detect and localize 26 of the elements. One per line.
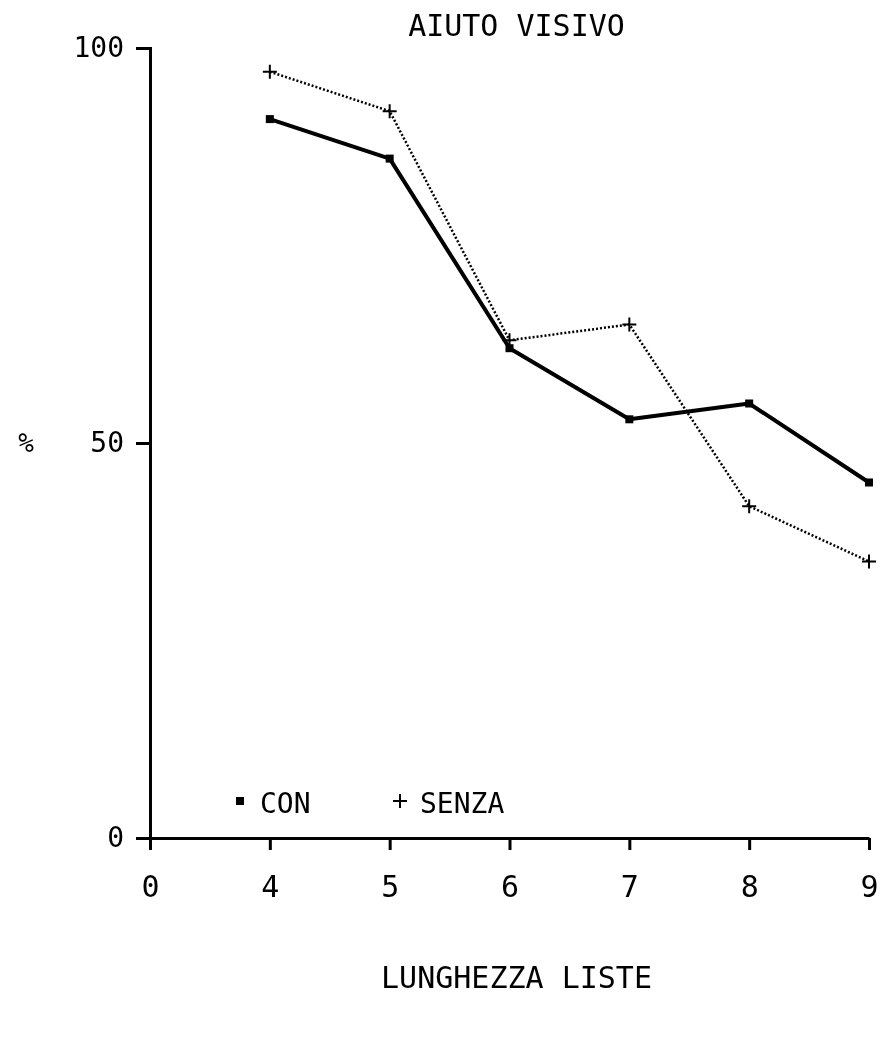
y-axis-title: %: [18, 428, 35, 459]
point: [861, 553, 877, 570]
x-tick-label: 4: [261, 869, 280, 905]
point: [741, 498, 758, 515]
x-tick-label: 6: [500, 869, 520, 905]
point: [385, 154, 394, 163]
x-tick-label: 9: [860, 869, 879, 905]
x-tick-label: 5: [381, 869, 400, 905]
point: [865, 478, 873, 487]
x-tick-label: 0: [141, 869, 160, 905]
x-axis-title: LUNGHEZZA LISTE: [381, 960, 652, 995]
point: [265, 115, 274, 124]
chart-title: AIUTO VISIVO: [408, 8, 625, 43]
point: [505, 344, 514, 353]
point: [621, 316, 638, 333]
point: [261, 63, 278, 80]
y-tick-label: 0: [107, 821, 124, 855]
y-tick-label: 50: [90, 426, 124, 460]
legend-label: SENZA: [420, 786, 505, 820]
legend-label: CON: [260, 786, 311, 820]
point: [745, 399, 754, 408]
point: [625, 415, 634, 424]
y-tick-label: 100: [73, 31, 124, 65]
x-tick-label: 8: [740, 869, 759, 905]
point: [381, 103, 398, 120]
x-tick-label: 7: [620, 869, 639, 905]
